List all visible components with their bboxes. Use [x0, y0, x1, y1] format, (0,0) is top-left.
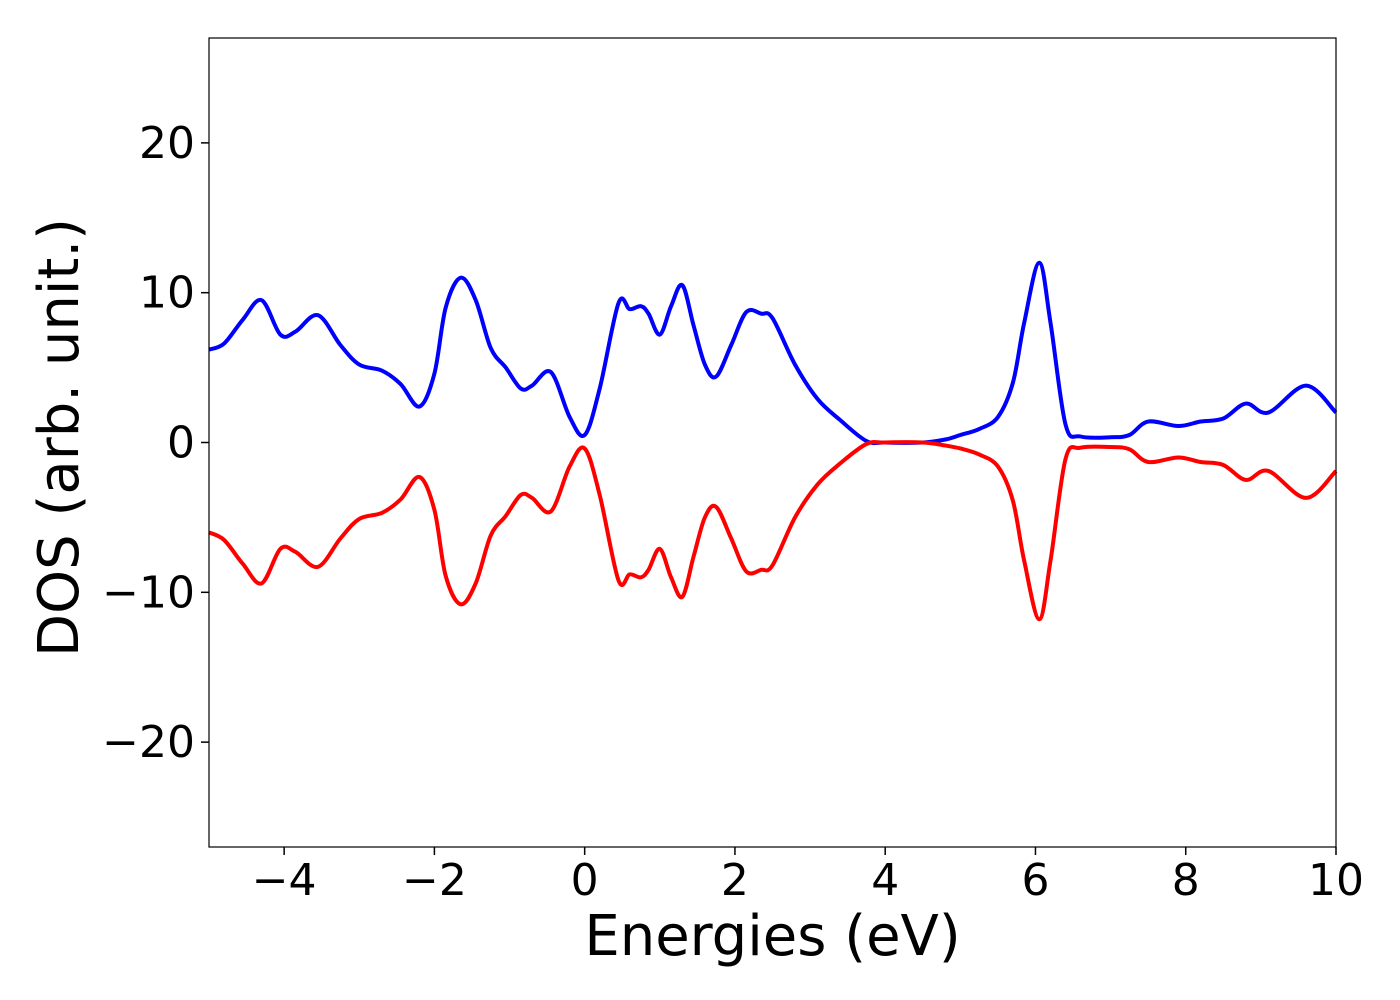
x-axis-label: Energies (eV) — [584, 904, 960, 969]
axes-frame — [208, 37, 1337, 848]
x-tick-label: 10 — [1308, 855, 1364, 906]
series-layer — [208, 260, 1338, 622]
y-tick-label: 10 — [139, 268, 195, 319]
y-tick-label: 0 — [167, 418, 195, 469]
y-axis-label: DOS (arb. unit.) — [27, 218, 92, 657]
series-line-down — [208, 440, 1338, 622]
y-tick-label: −20 — [102, 717, 195, 768]
series-line-up — [208, 260, 1338, 446]
x-tick-label: 6 — [1021, 855, 1049, 906]
x-tick-label: 4 — [871, 855, 899, 906]
x-tick-label: −4 — [252, 855, 317, 906]
y-axis: −20 −10 0 10 20 — [102, 118, 209, 768]
y-tick-label: 20 — [139, 118, 195, 169]
x-tick-label: 0 — [571, 855, 599, 906]
x-axis: −4 −2 0 2 4 6 8 10 — [252, 847, 1364, 906]
x-tick-label: −2 — [402, 855, 467, 906]
x-tick-label: 2 — [721, 855, 749, 906]
x-tick-label: 8 — [1172, 855, 1200, 906]
y-tick-label: −10 — [102, 567, 195, 618]
